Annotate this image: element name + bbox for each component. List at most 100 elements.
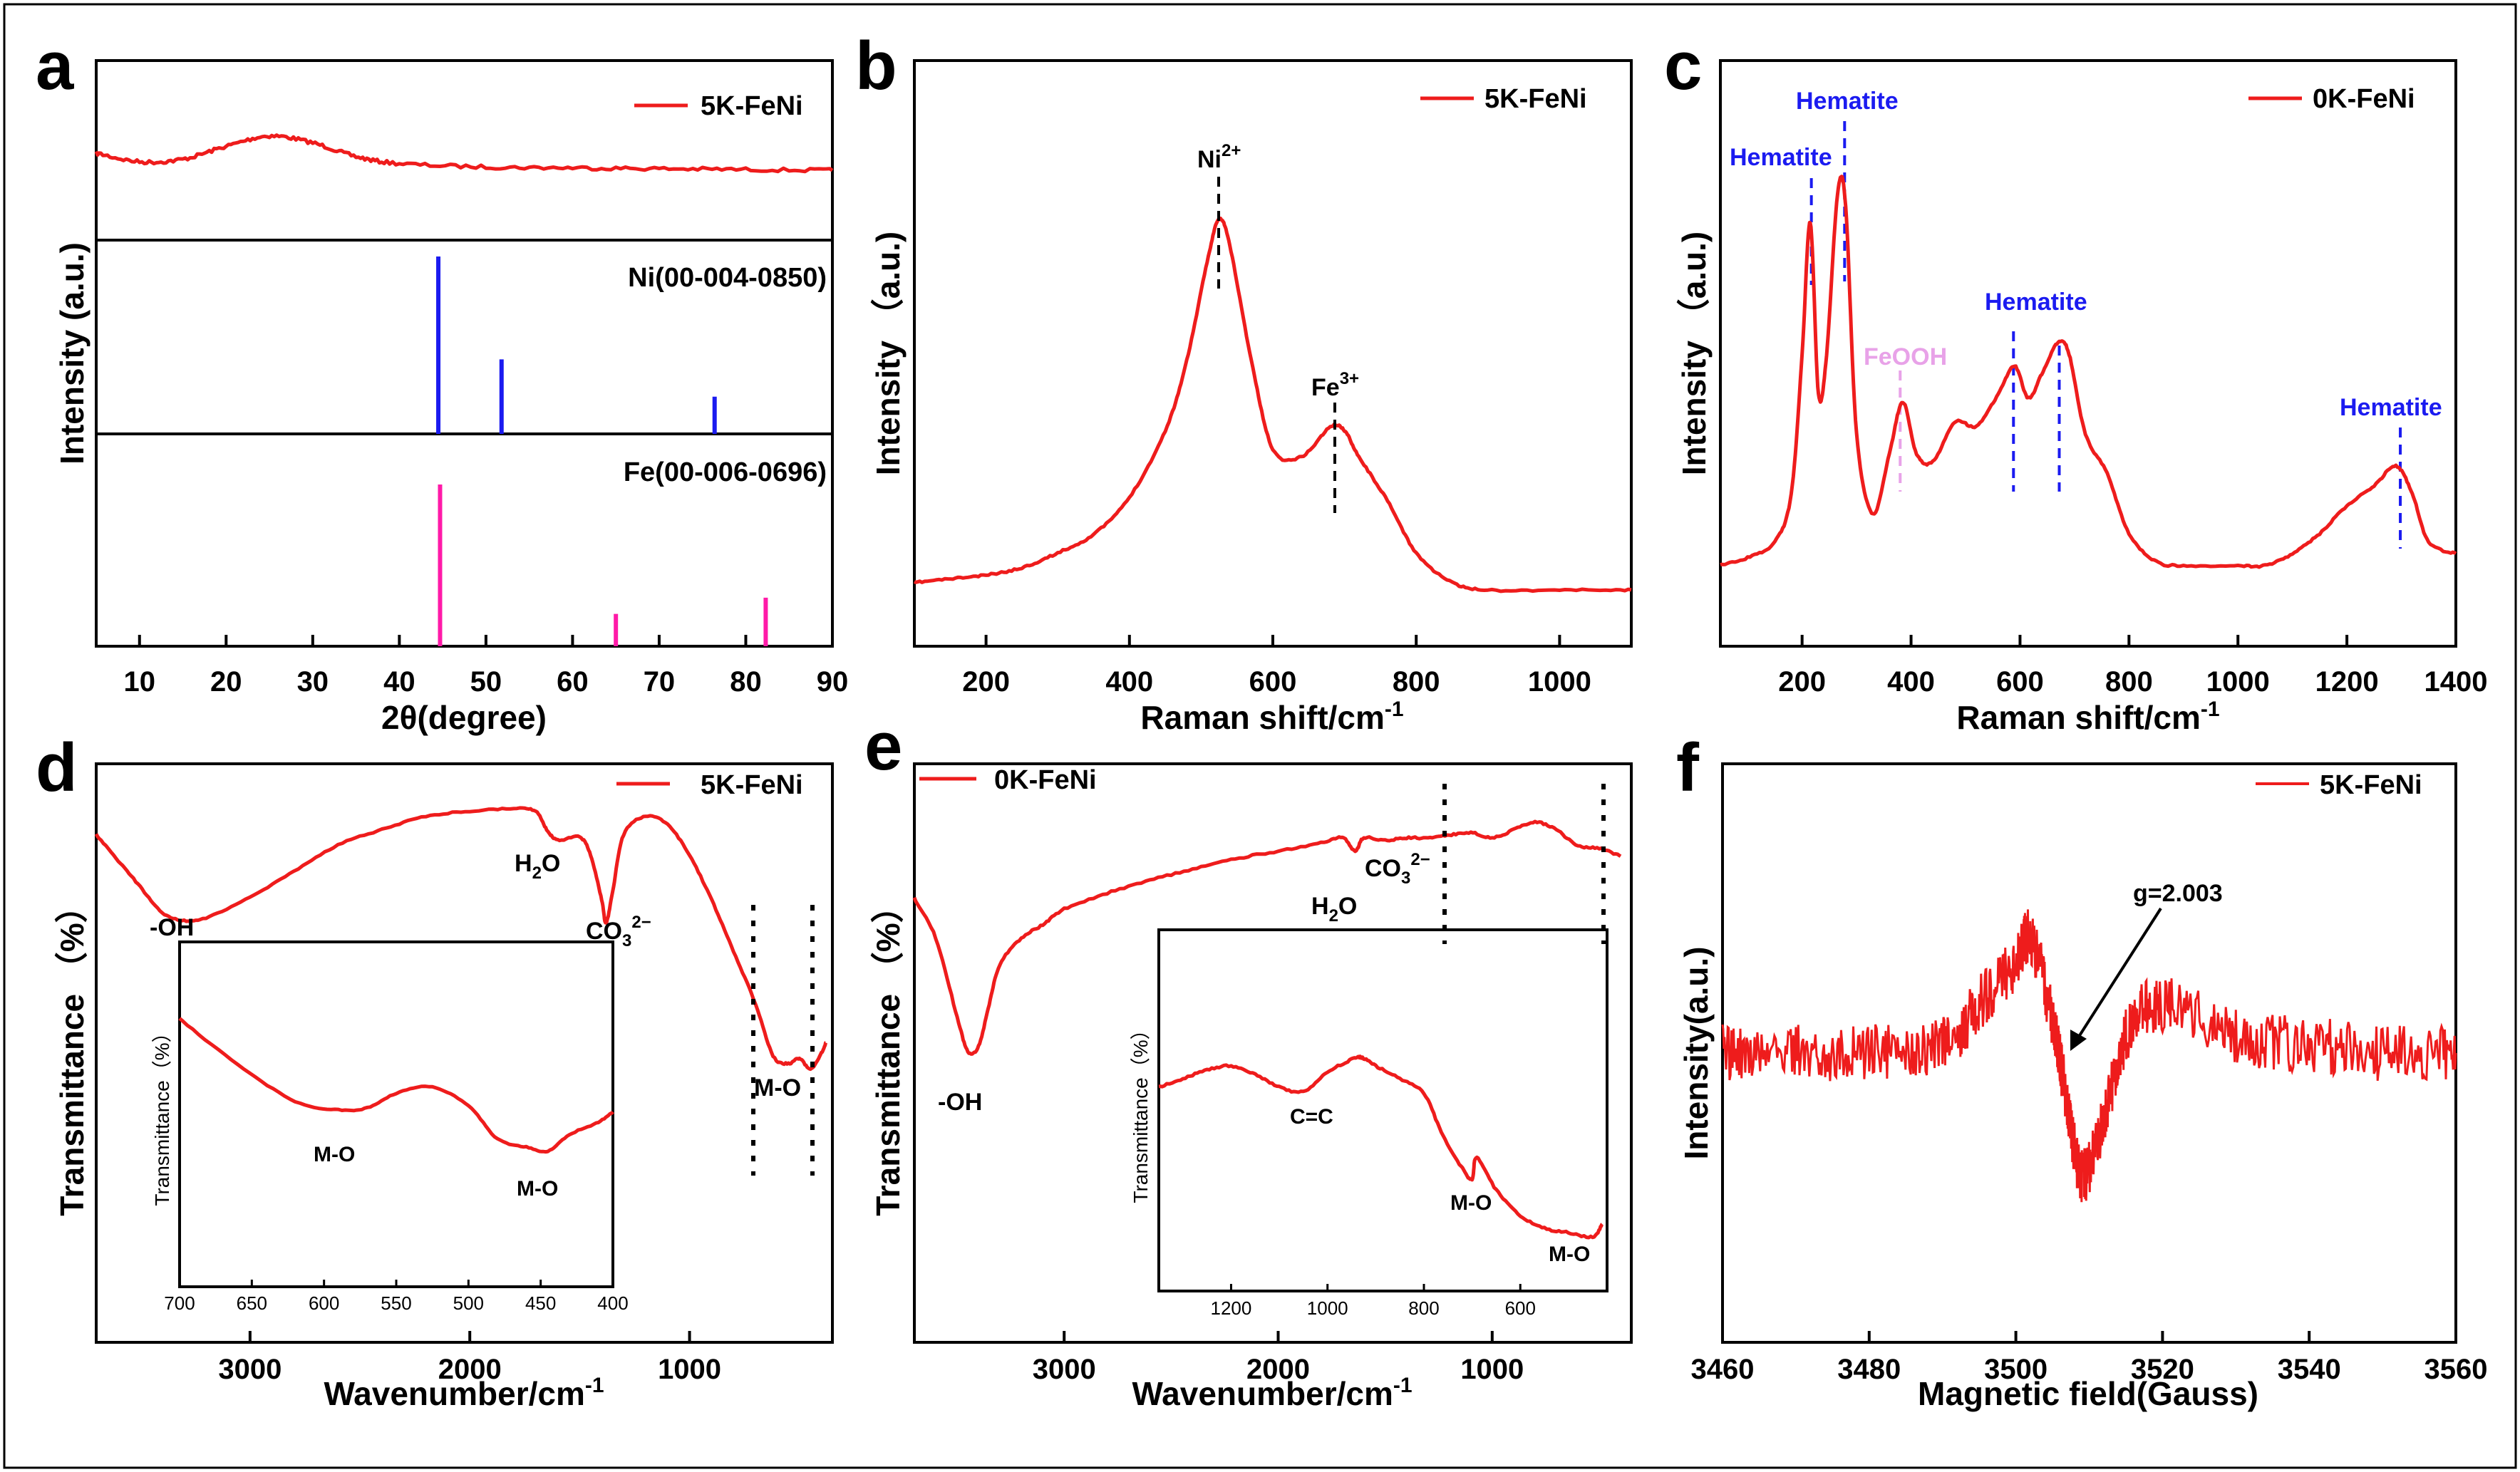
x-tick-label: 2000 [438, 1354, 502, 1385]
panel-c-x-ticks: 200 400 600 800 1000 1200 1400 [1778, 635, 2487, 698]
panel-d-ylabel: Transmittance （%） [53, 890, 91, 1216]
panel-c-letter: c [1664, 28, 1702, 104]
panel-e-inset-series [1158, 1054, 1604, 1240]
x-tick-label: 1000 [1528, 666, 1591, 698]
x-tick-label: 30 [297, 666, 329, 698]
x-tick-label: 1200 [2315, 666, 2379, 698]
panel-f-letter: f [1676, 730, 1700, 806]
panel-f-series [1721, 909, 2457, 1203]
inset-tick-label: 600 [1505, 1297, 1536, 1319]
x-tick-label: 1000 [1460, 1354, 1524, 1385]
inset-tick-label: 1000 [1307, 1297, 1348, 1319]
inset-series [1158, 1054, 1604, 1240]
inset-tick-label: 650 [237, 1292, 267, 1314]
x-tick-label: 600 [1249, 666, 1297, 698]
panel-c-hematite-4: Hematite [2340, 394, 2442, 421]
panel-a-legend-label: 5K-FeNi [701, 91, 803, 121]
panel-e-xlabel: Wavenumber/cm-1 [1132, 1374, 1412, 1412]
x-tick-label: 10 [124, 666, 156, 698]
x-tick-label: 60 [557, 666, 589, 698]
panel-f: f 3460 3480 3500 3520 3540 3560 5K-FeNi g=2.0… [1676, 730, 2487, 1412]
panel-b-letter: b [855, 28, 897, 104]
x-tick-label: 3000 [1033, 1354, 1096, 1385]
x-tick-label: 90 [817, 666, 849, 698]
panel-d-letter: d [36, 730, 78, 806]
panel-d-co3-annotation: CO32− [586, 913, 651, 950]
series-0K-FeNi [912, 819, 1622, 1056]
panel-b: b 200 400 600 800 1000 5K-FeNi Ni2+ Fe3+ Ram… [855, 28, 1633, 736]
panel-e-inset-mo-2: M-O [1549, 1243, 1590, 1266]
panel-e: e 3000 2000 1000 0K-FeNi -OH H2O CO32− 120… [864, 708, 1633, 1412]
panel-f-legend-label: 5K-FeNi [2320, 770, 2422, 800]
panel-c-legend-label: 0K-FeNi [2313, 84, 2415, 114]
x-tick-label: 20 [210, 666, 242, 698]
panel-b-ni-annotation: Ni2+ [1197, 141, 1241, 173]
x-tick-label: 3500 [1984, 1354, 2048, 1385]
panel-e-letter: e [864, 708, 902, 784]
panel-c-ylabel: Intensity （a.u.) [1675, 232, 1713, 475]
panel-c-hematite-2: Hematite [1796, 88, 1899, 115]
inset-tick-label: 600 [309, 1292, 339, 1314]
panel-b-series [913, 217, 1632, 594]
panel-d-x-ticks: 3000 2000 1000 [218, 1331, 721, 1385]
panel-d-mo-annotation: M-O [754, 1074, 801, 1102]
x-tick-label: 800 [2105, 666, 2153, 698]
inset-tick-label: 500 [453, 1292, 484, 1314]
panel-a-x-ticks: 10 20 30 40 50 60 70 80 90 [124, 635, 849, 698]
panel-e-frame [913, 762, 1633, 1344]
panel-b-xlabel: Raman shift/cm-1 [1140, 698, 1403, 736]
panel-f-xlabel: Magnetic field(Gauss) [1918, 1375, 2258, 1412]
inset-tick-label: 400 [597, 1292, 628, 1314]
panel-a-ref-fe-label: Fe(00-006-0696) [624, 457, 827, 487]
panel-d-inset-series [178, 1017, 614, 1154]
series-0K-FeNi [1720, 175, 2457, 569]
x-tick-label: 400 [1887, 666, 1935, 698]
panel-c-hematite-1: Hematite [1730, 144, 1832, 171]
x-tick-label: 600 [1996, 666, 2044, 698]
panel-d-h2o-annotation: H2O [515, 850, 560, 883]
x-tick-label: 200 [1778, 666, 1826, 698]
inset-tick-label: 800 [1408, 1297, 1439, 1319]
panel-a-ylabel: Intensity (a.u.) [53, 242, 91, 465]
x-tick-label: 400 [1105, 666, 1153, 698]
inset-series [178, 1017, 614, 1154]
panel-a-letter: a [36, 28, 74, 104]
panel-e-h2o-annotation: H2O [1311, 893, 1357, 926]
panel-a-ref-ni-label: Ni(00-004-0850) [628, 263, 827, 293]
panel-f-g-arrowhead [2070, 1030, 2087, 1051]
x-tick-label: 3460 [1691, 1354, 1755, 1385]
panel-f-g-arrow [2076, 907, 2162, 1040]
panel-e-co3-annotation: CO32− [1365, 850, 1430, 888]
x-tick-label: 1000 [2206, 666, 2270, 698]
panel-d-frame [95, 762, 834, 1344]
x-tick-label: 3480 [1837, 1354, 1901, 1385]
x-tick-label: 70 [644, 666, 676, 698]
panel-d-inset-x-ticks: 700 650 600 550 500 450 400 [164, 1280, 629, 1314]
panel-b-frame [913, 59, 1633, 648]
x-tick-label: 800 [1393, 666, 1440, 698]
inset-tick-label: 1200 [1211, 1297, 1252, 1319]
panel-f-g-annotation: g=2.003 [2133, 880, 2223, 907]
panel-c-xlabel: Raman shift/cm-1 [1956, 698, 2219, 736]
x-tick-label: 3560 [2425, 1354, 2488, 1385]
panel-e-legend-label: 0K-FeNi [994, 765, 1097, 795]
x-tick-label: 40 [383, 666, 415, 698]
panel-e-inset-ylabel: Transmittance（%） [1130, 1020, 1152, 1203]
panel-e-series [912, 819, 1622, 1056]
x-tick-label: 3000 [218, 1354, 282, 1385]
x-tick-label: 80 [730, 666, 762, 698]
panel-c-series [1720, 175, 2457, 569]
panel-e-x-ticks: 3000 2000 1000 [1033, 1331, 1524, 1385]
panel-a-frame [95, 59, 834, 648]
panel-d-series [94, 806, 827, 1072]
panel-b-ylabel: Intensity （a.u.) [869, 232, 907, 475]
x-tick-label: 2000 [1246, 1354, 1310, 1385]
panel-d-xlabel: Wavenumber/cm-1 [324, 1374, 604, 1412]
inset-tick-label: 550 [381, 1292, 411, 1314]
series-5K-FeNi [94, 133, 834, 174]
panel-b-fe-annotation: Fe3+ [1311, 369, 1359, 401]
x-tick-label: 1000 [658, 1354, 721, 1385]
panel-d-inset-frame [178, 940, 614, 1288]
panel-b-x-ticks: 200 400 600 800 1000 [962, 635, 1591, 698]
